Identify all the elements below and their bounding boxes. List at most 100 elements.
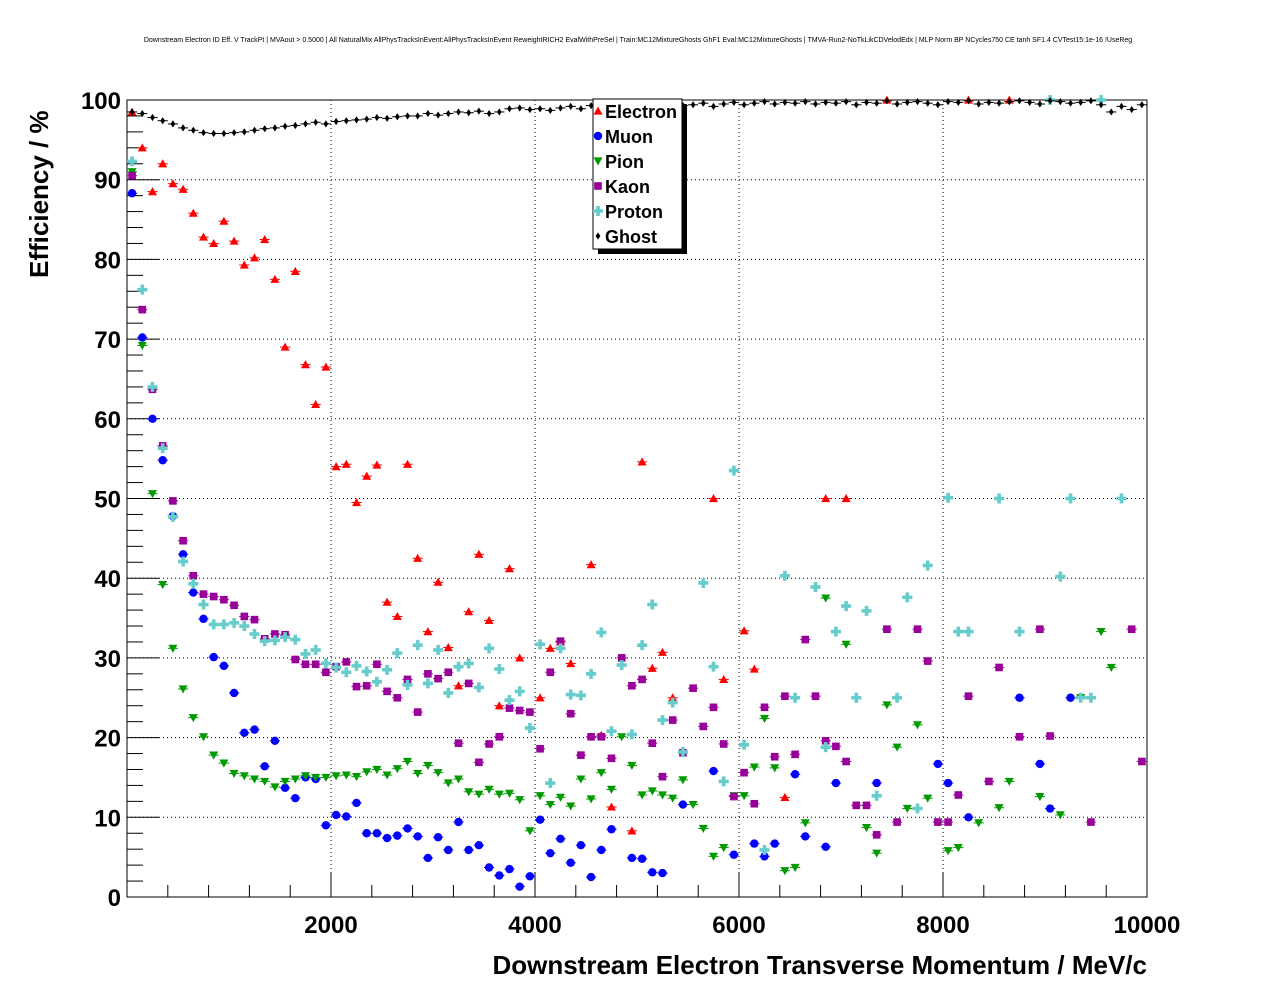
data-point-muon [433, 833, 443, 842]
data-point-pion [749, 763, 759, 772]
data-point-ghost [364, 115, 370, 123]
legend: Electron Muon Pion Kaon Proton Ghost [592, 98, 687, 254]
data-point-ghost [435, 111, 441, 119]
data-point-proton [290, 634, 301, 645]
data-point-proton [596, 627, 607, 638]
data-point-kaon [668, 716, 677, 724]
data-point-proton [137, 284, 148, 295]
data-point-proton [402, 679, 413, 690]
data-point-muon [1045, 804, 1055, 813]
x-tick-label: 10000 [1114, 912, 1181, 939]
data-point-electron [229, 236, 239, 245]
data-point-proton [127, 156, 138, 167]
y-tick-label: 100 [81, 88, 121, 115]
data-point-electron [443, 643, 453, 652]
data-point-electron [321, 362, 331, 371]
data-point-muon [495, 871, 504, 880]
data-point-proton [463, 658, 474, 669]
data-point-pion [413, 769, 423, 778]
data-point-muon [423, 853, 433, 863]
data-point-pion [770, 764, 780, 773]
data-point-ghost [996, 99, 1002, 107]
data-point-muon [1035, 759, 1045, 769]
data-point-kaon [342, 658, 351, 666]
data-point-pion [902, 804, 912, 814]
y-tick-label: 60 [94, 407, 121, 434]
data-point-kaon [842, 757, 850, 766]
data-point-electron [331, 462, 341, 471]
data-point-proton [606, 726, 617, 737]
data-point-kaon [464, 679, 473, 688]
data-point-muon [821, 842, 830, 851]
data-point-ghost [384, 114, 390, 122]
data-point-electron [382, 597, 392, 606]
data-point-ghost [894, 100, 900, 108]
data-point-electron [627, 826, 637, 835]
data-point-pion [1004, 777, 1014, 786]
data-point-kaon [883, 625, 891, 634]
data-point-pion [953, 843, 963, 853]
data-point-pion [566, 802, 576, 811]
data-point-kaon [607, 754, 616, 763]
data-point-proton [433, 644, 444, 655]
data-point-ghost [1068, 99, 1073, 107]
data-point-muon [474, 840, 484, 850]
data-point-electron [515, 653, 525, 662]
data-point-pion [229, 769, 239, 778]
data-point-proton [790, 692, 801, 703]
data-point-ghost [945, 97, 951, 106]
data-point-ghost [129, 108, 135, 116]
data-point-ghost [1078, 98, 1084, 106]
data-point-kaon [434, 674, 442, 683]
data-point-electron [494, 701, 504, 710]
data-point-kaon [944, 818, 952, 826]
data-point-pion [913, 721, 922, 730]
data-point-pion [862, 824, 871, 833]
data-point-ghost [456, 108, 461, 116]
data-point-proton [443, 687, 454, 698]
data-point-pion [515, 796, 525, 805]
electron-legend-marker [593, 106, 603, 115]
data-point-pion [219, 759, 229, 768]
data-point-proton [851, 692, 862, 703]
data-point-pion [872, 849, 882, 858]
data-point-proton [178, 556, 189, 567]
data-point-proton [728, 465, 739, 476]
data-point-pion [892, 743, 902, 752]
data-point-ghost [292, 121, 298, 130]
data-point-muon [709, 766, 718, 776]
data-point-ghost [568, 102, 574, 110]
data-point-ghost [425, 109, 431, 118]
data-point-kaon [648, 739, 657, 747]
data-point-kaon [505, 704, 514, 712]
data-point-kaon [1015, 733, 1024, 741]
pion-legend-marker [593, 157, 603, 166]
series-muon [127, 189, 1076, 891]
data-point-kaon [750, 799, 759, 808]
data-point-proton [484, 643, 495, 654]
data-point-proton [453, 661, 464, 672]
legend-label-pion: Pion [605, 152, 644, 172]
data-point-ghost [1108, 108, 1114, 116]
data-point-pion [403, 757, 412, 767]
data-point-proton [647, 599, 658, 610]
data-point-muon [658, 868, 667, 878]
data-point-ghost [374, 113, 380, 122]
data-point-ghost [466, 109, 472, 117]
data-point-kaon [128, 171, 136, 180]
data-point-muon [556, 834, 565, 844]
data-point-pion [719, 843, 729, 853]
data-point-ghost [588, 101, 594, 110]
data-point-ghost [935, 101, 941, 109]
data-point-proton [779, 570, 790, 581]
data-point-pion [168, 644, 178, 653]
data-point-pion [148, 490, 157, 499]
data-point-kaon [495, 733, 504, 741]
data-point-electron [311, 399, 321, 409]
data-point-pion [1096, 627, 1106, 637]
proton-legend-marker [593, 206, 603, 216]
data-point-pion [290, 775, 300, 784]
data-point-kaon [791, 750, 799, 759]
data-point-kaon [1046, 732, 1054, 740]
data-point-ghost [1057, 97, 1063, 106]
